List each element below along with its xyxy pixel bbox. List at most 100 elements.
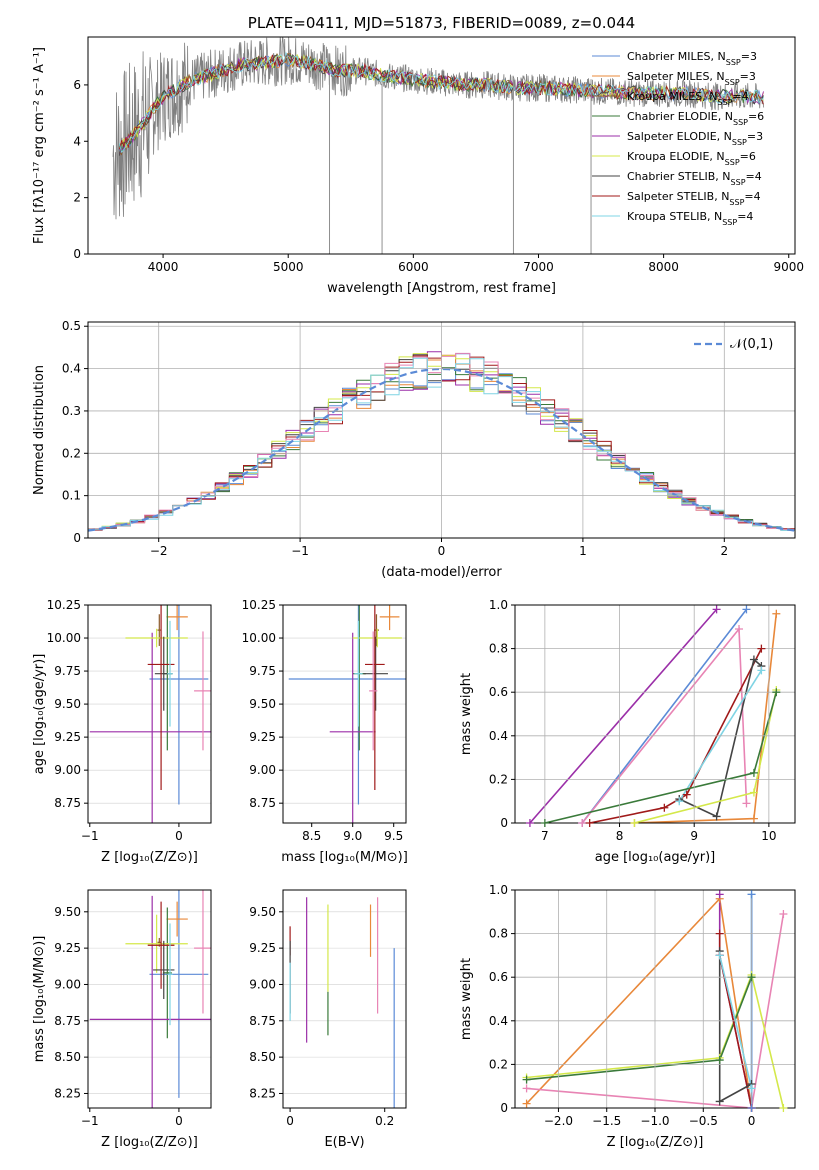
y-tick-label: 0 — [73, 531, 81, 545]
y-tick-label: 10.25 — [47, 598, 81, 612]
x-tick-label: 1 — [579, 544, 587, 558]
x-axis-label: Z [log₁₀(Z/Z⊙)] — [101, 850, 198, 865]
y-tick-label: 8.75 — [54, 796, 81, 810]
y-tick-label: 9.50 — [54, 697, 81, 711]
legend-value: =4 — [732, 90, 748, 103]
legend-subscript: SSP — [726, 58, 741, 67]
mass-weight-marker — [522, 1075, 531, 1084]
mass-weight-marker — [772, 609, 781, 618]
y-tick-label: 0.4 — [62, 362, 81, 376]
legend-entry: Chabrier STELIB, NSSP=4 — [627, 170, 762, 187]
mass-weight-marker — [522, 1099, 531, 1108]
mass-weight-marker — [715, 951, 724, 960]
y-axis-label: Flux [fλ10⁻¹⁷ erg cm⁻² s⁻¹ A⁻¹] — [32, 47, 47, 244]
x-tick-label: 0 — [175, 1114, 183, 1128]
mass-weight-marker — [757, 666, 766, 675]
x-axis-label: age [log₁₀(age/yr)] — [595, 850, 716, 865]
mass-weight-marker — [742, 799, 751, 808]
y-tick-label: 0.4 — [489, 729, 508, 743]
plot-area — [529, 608, 778, 823]
legend-subscript: SSP — [731, 178, 746, 187]
legend-subscript: SSP — [733, 118, 748, 127]
x-tick-label: 9000 — [773, 260, 804, 274]
x-tick-label: −2.0 — [544, 1114, 573, 1128]
mass-weight-marker — [675, 797, 684, 806]
mass-weight-marker — [749, 814, 758, 823]
model-spectrum-line — [118, 53, 764, 150]
mass-weight-marker — [772, 688, 781, 697]
y-tick-label: 4 — [73, 134, 81, 148]
y-tick-label: 8.75 — [249, 796, 276, 810]
x-tick-label: −1 — [81, 829, 99, 843]
mass-weight-marker — [540, 819, 549, 827]
mass-weight-marker — [747, 1104, 756, 1112]
plot-frame — [282, 889, 407, 1109]
mass-weight-marker — [742, 605, 751, 614]
mass-weight-marker — [682, 790, 691, 799]
plot-frame — [87, 604, 212, 824]
legend-entry: 𝒩(0,1) — [730, 337, 773, 352]
y-tick-label: 9.25 — [54, 941, 81, 955]
x-axis-label: E(B-V) — [324, 1135, 364, 1150]
y-axis-label: mass weight — [459, 958, 474, 1040]
y-tick-label: 9.50 — [54, 905, 81, 919]
x-tick-label: 4000 — [148, 260, 179, 274]
legend-subscript: SSP — [729, 198, 744, 207]
x-tick-label: −1 — [291, 544, 309, 558]
chart-weight-vs-Z: −2.0 −1.5 −1.0 −0.5 0 0 0.2 0.4 0.6 0.8 1.0 Z [log₁… — [459, 883, 796, 1150]
chart-mass-vs-ebv: 0 0.2 8.25 8.50 8.75 9.00 9.25 9.50 E(B-V) — [249, 889, 407, 1150]
chart-weight-vs-age: 7 8 9 10 0 0.2 0.4 0.6 0.8 1.0 age [log₁₀(age/yr)]… — [459, 598, 796, 865]
plot-area — [112, 37, 765, 254]
x-tick-label: 8.5 — [302, 829, 321, 843]
plot-area — [88, 890, 211, 1108]
y-tick-label: 0.3 — [62, 404, 81, 418]
y-tick-label: 0.6 — [489, 685, 508, 699]
mass-weight-marker — [712, 812, 721, 821]
y-tick-label: 0.2 — [62, 446, 81, 460]
mass-weight-marker — [735, 624, 743, 633]
y-tick-label: 9.25 — [54, 730, 81, 744]
mass-weight-marker — [747, 1084, 756, 1093]
mass-weight-marker — [747, 890, 756, 899]
mass-weight-marker — [522, 1084, 531, 1093]
legend-subscript: SSP — [722, 218, 737, 227]
y-tick-label: 9.00 — [249, 977, 276, 991]
y-tick-label: 1.0 — [489, 598, 508, 612]
y-tick-label: 1.0 — [489, 883, 508, 897]
y-tick-label: 0.8 — [489, 642, 508, 656]
y-tick-label: 0.2 — [489, 1057, 508, 1071]
y-tick-label: 8.25 — [54, 1086, 81, 1100]
mass-weight-line — [526, 913, 785, 1108]
plot-area — [88, 605, 211, 823]
x-tick-label: 0 — [748, 1114, 756, 1128]
plot-frame — [282, 604, 407, 824]
y-tick-label: 9.00 — [54, 977, 81, 991]
y-tick-label: 10.25 — [242, 598, 276, 612]
legend-entry: Salpeter STELIB, NSSP=4 — [627, 190, 761, 207]
chart-mass-vs-Z: −1 0 8.25 8.50 8.75 9.00 9.25 9.50 Z [log₁₀(Z/Z⊙… — [32, 889, 212, 1150]
x-tick-label: −1.5 — [592, 1114, 621, 1128]
legend-subscript: SSP — [725, 158, 740, 167]
x-tick-label: 9 — [690, 829, 698, 843]
y-tick-label: 0.6 — [489, 970, 508, 984]
y-tick-label: 10.00 — [242, 631, 276, 645]
y-tick-label: 0.8 — [489, 927, 508, 941]
y-tick-label: 9.00 — [249, 763, 276, 777]
model-spectrum-line — [118, 51, 764, 154]
y-tick-label: 0.2 — [489, 772, 508, 786]
legend-value: =4 — [746, 170, 762, 183]
y-tick-label: 8.50 — [54, 1050, 81, 1064]
mass-weight-line — [678, 658, 762, 818]
x-tick-label: −2 — [150, 544, 168, 558]
legend-entry: Kroupa STELIB, NSSP=4 — [627, 210, 753, 227]
mass-weight-line — [581, 608, 748, 823]
mass-weight-marker — [712, 605, 721, 614]
mass-weight-marker — [749, 788, 758, 797]
mass-weight-marker — [749, 768, 758, 777]
mass-weight-marker — [715, 1097, 724, 1106]
y-tick-label: 9.00 — [54, 763, 81, 777]
y-tick-label: 0 — [500, 1101, 508, 1115]
mass-weight-marker — [715, 890, 724, 899]
legend-subscript: SSP — [725, 78, 740, 87]
